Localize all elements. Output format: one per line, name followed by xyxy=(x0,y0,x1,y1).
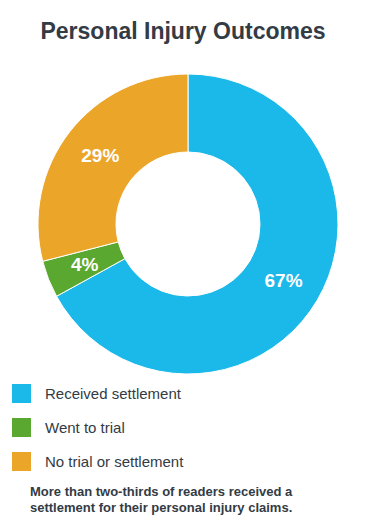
svg-text:67%: 67% xyxy=(265,270,303,291)
html-text:No trial or settlement: No trial or settlement xyxy=(45,452,184,470)
html-text:More than two-thirds of reader: More than two-thirds of readers received… xyxy=(30,484,293,515)
svg-text:29%: 29% xyxy=(81,145,119,166)
html-text:Received settlement: Received settlement xyxy=(45,384,181,402)
html-text:Personal Injury Outcomes: Personal Injury Outcomes xyxy=(40,18,326,44)
html-text:Went to trial: Went to trial xyxy=(45,418,125,436)
svg-text:4%: 4% xyxy=(71,254,99,275)
